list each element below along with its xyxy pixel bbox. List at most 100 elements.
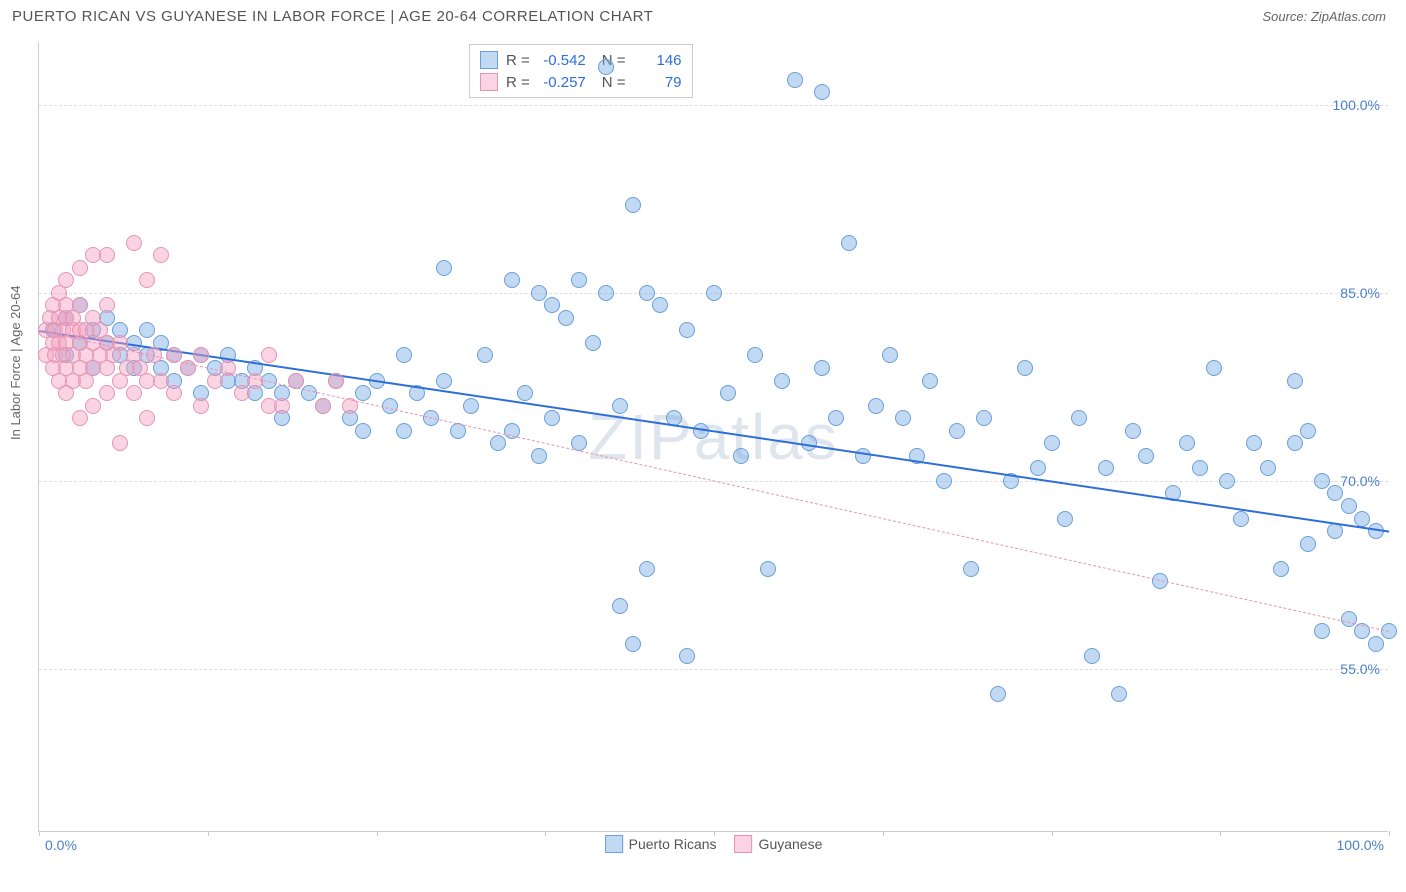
r-label: R = — [506, 74, 530, 91]
data-point — [99, 385, 115, 401]
data-point — [193, 347, 209, 363]
data-point — [396, 423, 412, 439]
legend-swatch — [735, 835, 753, 853]
data-point — [1314, 623, 1330, 639]
data-point — [544, 410, 560, 426]
data-point — [1111, 686, 1127, 702]
legend-swatch — [605, 835, 623, 853]
data-point — [841, 235, 857, 251]
x-tick-mark — [883, 831, 884, 836]
data-point — [139, 322, 155, 338]
data-point — [58, 272, 74, 288]
data-point — [679, 322, 695, 338]
data-point — [1233, 511, 1249, 527]
data-point — [1179, 435, 1195, 451]
data-point — [153, 373, 169, 389]
correlation-stats-box: R =-0.542N =146R =-0.257N =79 — [469, 44, 693, 98]
data-point — [882, 347, 898, 363]
data-point — [814, 360, 830, 376]
data-point — [990, 686, 1006, 702]
chart-header: PUERTO RICAN VS GUYANESE IN LABOR FORCE … — [0, 0, 1406, 35]
data-point — [1084, 648, 1100, 664]
y-tick-label: 55.0% — [1340, 661, 1380, 677]
data-point — [193, 398, 209, 414]
data-point — [598, 285, 614, 301]
data-point — [166, 385, 182, 401]
data-point — [922, 373, 938, 389]
data-point — [1138, 448, 1154, 464]
data-point — [1044, 435, 1060, 451]
data-point — [126, 385, 142, 401]
data-point — [1341, 498, 1357, 514]
data-point — [436, 373, 452, 389]
x-tick-mark — [39, 831, 40, 836]
data-point — [85, 398, 101, 414]
data-point — [463, 398, 479, 414]
data-point — [1030, 460, 1046, 476]
data-point — [963, 561, 979, 577]
data-point — [1125, 423, 1141, 439]
data-point — [126, 235, 142, 251]
x-tick-mark — [1052, 831, 1053, 836]
data-point — [274, 398, 290, 414]
legend-label: Guyanese — [759, 836, 823, 852]
data-point — [1368, 636, 1384, 652]
data-point — [1260, 460, 1276, 476]
data-point — [679, 648, 695, 664]
data-point — [1300, 423, 1316, 439]
n-value: 79 — [634, 74, 682, 91]
data-point — [1273, 561, 1289, 577]
x-tick-mark — [545, 831, 546, 836]
data-point — [531, 448, 547, 464]
data-point — [99, 247, 115, 263]
data-point — [1206, 360, 1222, 376]
data-point — [396, 347, 412, 363]
data-point — [1287, 373, 1303, 389]
data-point — [1314, 473, 1330, 489]
data-point — [868, 398, 884, 414]
x-tick-mark — [1389, 831, 1390, 836]
legend-label: Puerto Ricans — [629, 836, 717, 852]
data-point — [1354, 511, 1370, 527]
data-point — [625, 197, 641, 213]
data-point — [207, 373, 223, 389]
y-axis-label: In Labor Force | Age 20-64 — [8, 286, 23, 440]
data-point — [544, 297, 560, 313]
data-point — [558, 310, 574, 326]
data-point — [517, 385, 533, 401]
data-point — [814, 84, 830, 100]
gridline-horizontal — [39, 105, 1388, 106]
data-point — [639, 561, 655, 577]
data-point — [139, 410, 155, 426]
data-point — [571, 272, 587, 288]
data-point — [639, 285, 655, 301]
data-point — [747, 347, 763, 363]
data-point — [1071, 410, 1087, 426]
data-point — [1057, 511, 1073, 527]
y-tick-label: 100.0% — [1333, 97, 1380, 113]
data-point — [490, 435, 506, 451]
x-tick-mark — [1220, 831, 1221, 836]
data-point — [787, 72, 803, 88]
data-point — [760, 561, 776, 577]
x-tick-mark — [208, 831, 209, 836]
chart-legend: Puerto Ricans Guyanese — [605, 835, 823, 853]
trend-line — [39, 330, 1389, 533]
data-point — [733, 448, 749, 464]
x-tick-mark — [714, 831, 715, 836]
data-point — [531, 285, 547, 301]
data-point — [598, 59, 614, 75]
stats-row: R =-0.257N =79 — [480, 71, 682, 93]
data-point — [828, 410, 844, 426]
gridline-horizontal — [39, 669, 1388, 670]
data-point — [1341, 611, 1357, 627]
data-point — [949, 423, 965, 439]
data-point — [436, 260, 452, 276]
data-point — [355, 385, 371, 401]
data-point — [72, 297, 88, 313]
data-point — [72, 410, 88, 426]
data-point — [1287, 435, 1303, 451]
r-value: -0.542 — [538, 52, 586, 69]
data-point — [112, 435, 128, 451]
data-point — [774, 373, 790, 389]
